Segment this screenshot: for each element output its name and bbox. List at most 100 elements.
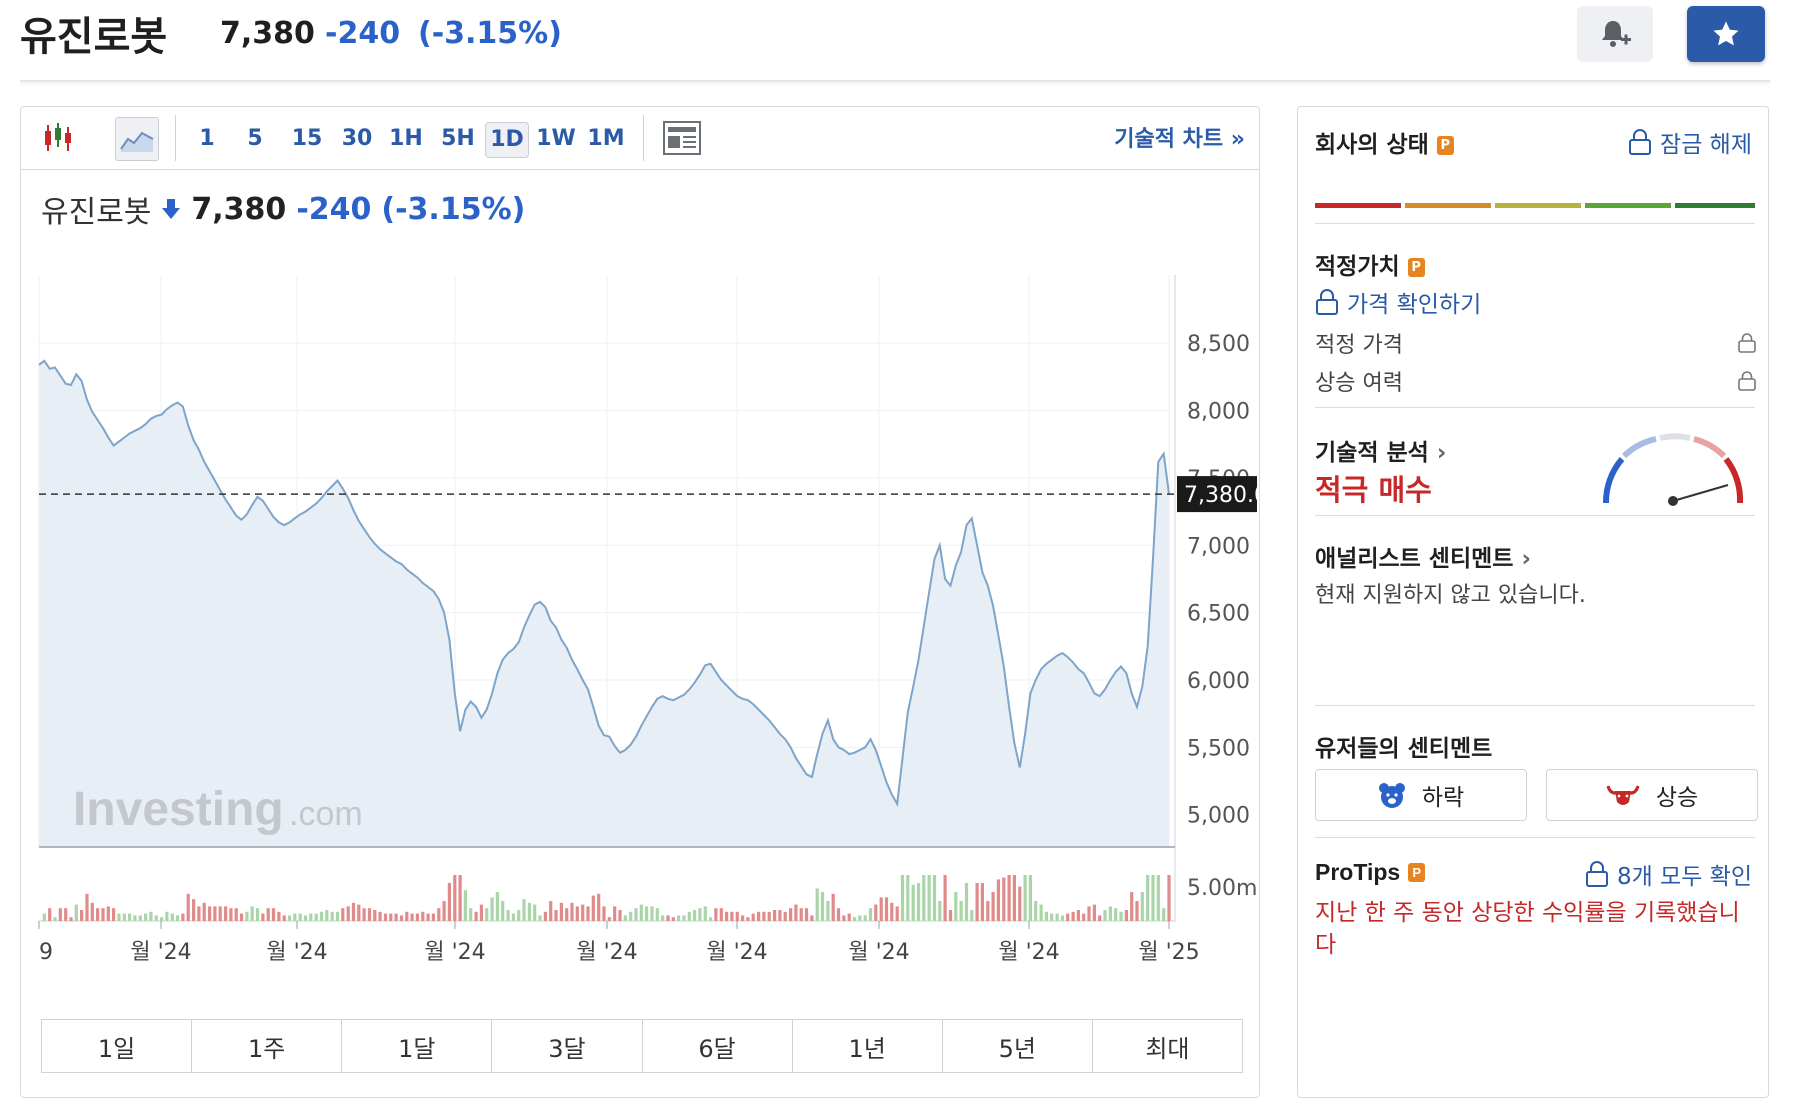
tech-analysis-link[interactable]: 기술적 분석 › bbox=[1315, 440, 1447, 466]
volume-bar bbox=[58, 908, 62, 921]
volume-bar bbox=[309, 913, 313, 921]
legend-price: 7,380 bbox=[191, 191, 287, 227]
analyst-sentiment-link[interactable]: 애널리스트 센티멘트 › bbox=[1315, 546, 1531, 572]
volume-bar bbox=[746, 917, 750, 921]
volume-bar bbox=[970, 910, 974, 921]
volume-bar bbox=[836, 908, 841, 921]
interval-15m[interactable]: 15 bbox=[291, 126, 323, 151]
volume-bar bbox=[581, 904, 585, 921]
volume-bar bbox=[277, 911, 281, 921]
section-divider bbox=[1315, 705, 1755, 706]
volume-bar bbox=[245, 911, 249, 921]
health-bar-segment bbox=[1585, 203, 1671, 208]
range-max[interactable]: 최대 bbox=[1145, 1034, 1190, 1063]
volume-bar bbox=[932, 875, 937, 921]
interval-1w[interactable]: 1W bbox=[536, 126, 576, 151]
chevron-right-icon: › bbox=[1521, 546, 1531, 572]
range-1y[interactable]: 1년 bbox=[793, 1020, 943, 1072]
range-5y[interactable]: 5년 bbox=[943, 1020, 1093, 1072]
interval-5h[interactable]: 5H bbox=[441, 126, 475, 151]
range-1w[interactable]: 1주 bbox=[192, 1020, 343, 1072]
volume-bar bbox=[1044, 911, 1048, 921]
volume-bar bbox=[378, 911, 382, 921]
section-divider bbox=[1315, 515, 1755, 516]
interval-1h[interactable]: 1H bbox=[389, 126, 423, 151]
volume-bar bbox=[938, 901, 942, 921]
range-3mo[interactable]: 3달 bbox=[492, 1020, 643, 1072]
current-price-tag bbox=[1177, 476, 1257, 513]
volume-bar bbox=[778, 910, 782, 921]
interval-1d[interactable]: 1D bbox=[485, 122, 529, 158]
add-alert-button[interactable] bbox=[1577, 6, 1653, 62]
volume-bar bbox=[53, 917, 57, 921]
volume-bar bbox=[234, 908, 238, 921]
range-6mo[interactable]: 6달 bbox=[643, 1020, 793, 1072]
volume-bar bbox=[341, 908, 345, 921]
pro-badge-icon: P bbox=[1408, 863, 1426, 882]
volume-bar bbox=[133, 915, 137, 921]
volume-bar bbox=[394, 913, 398, 921]
chevron-right-icon: › bbox=[1436, 440, 1447, 466]
company-status-title: 회사의 상태 P bbox=[1315, 125, 1454, 159]
volume-bar bbox=[282, 915, 286, 921]
news-layout-button[interactable] bbox=[661, 117, 703, 159]
interval-30m[interactable]: 30 bbox=[341, 126, 373, 151]
check-price-link[interactable]: 가격 확인하기 bbox=[1315, 285, 1481, 319]
y-tick-label: 5,500 bbox=[1187, 736, 1250, 761]
volume-bar bbox=[554, 910, 558, 921]
bearish-vote-button[interactable]: 하락 bbox=[1315, 769, 1527, 821]
legend-change-percent: (-3.15%) bbox=[381, 191, 526, 227]
volume-bar bbox=[218, 906, 222, 921]
volume-bar bbox=[154, 915, 158, 921]
volume-bar bbox=[1034, 901, 1038, 921]
volume-bar bbox=[1002, 877, 1006, 921]
watchlist-star-button[interactable] bbox=[1687, 6, 1765, 62]
volume-bar bbox=[597, 893, 601, 921]
volume-bar bbox=[117, 913, 121, 921]
bear-icon bbox=[1378, 783, 1405, 808]
volume-bar bbox=[1007, 875, 1011, 921]
volume-bar bbox=[186, 893, 190, 921]
volume-bar bbox=[703, 906, 707, 921]
protip-text: 지난 한 주 동안 상당한 수익률을 기록했습니다 bbox=[1315, 900, 1740, 958]
y-tick-label: 8,000 bbox=[1187, 400, 1250, 425]
x-tick-label: 월 '24 bbox=[424, 940, 485, 965]
unlock-button[interactable]: 잠금 해제 bbox=[1628, 125, 1752, 159]
volume-bar bbox=[868, 908, 873, 921]
price-chart[interactable]: 8,5008,0007,5007,0006,5006,0005,5005,000… bbox=[21, 257, 1257, 977]
range-1d[interactable]: 1일 bbox=[42, 1020, 193, 1072]
x-tick-label: 9 bbox=[39, 940, 53, 965]
volume-bar bbox=[522, 899, 526, 921]
volume-bar bbox=[271, 908, 276, 921]
volume-bar bbox=[495, 892, 499, 921]
health-bar-segment bbox=[1315, 203, 1401, 208]
bell-plus-icon bbox=[1602, 21, 1631, 47]
candlestick-chart-button[interactable] bbox=[37, 117, 79, 159]
volume-bar bbox=[714, 908, 718, 921]
legend-stock-name: 유진로봇 bbox=[41, 195, 152, 230]
fair-value-title: 적정가치 P bbox=[1315, 247, 1425, 281]
interval-1mo[interactable]: 1M bbox=[587, 126, 625, 151]
area-chart-button[interactable] bbox=[115, 117, 159, 161]
interval-5m[interactable]: 5 bbox=[247, 126, 263, 151]
volume-bar bbox=[820, 892, 825, 921]
technical-chart-link[interactable]: 기술적 차트 » bbox=[1114, 127, 1245, 152]
volume-bar bbox=[927, 875, 931, 921]
volume-bar bbox=[517, 910, 521, 921]
volume-bar bbox=[874, 904, 878, 921]
volume-bar bbox=[197, 906, 201, 921]
volume-bar bbox=[405, 911, 409, 921]
volume-bar bbox=[980, 883, 984, 921]
volume-bar bbox=[287, 915, 292, 921]
interval-1m[interactable]: 1 bbox=[199, 126, 215, 151]
protips-view-all-link[interactable]: 8개 모두 확인 bbox=[1585, 857, 1752, 891]
volume-bar bbox=[991, 892, 995, 921]
range-1mo[interactable]: 1달 bbox=[342, 1020, 493, 1072]
analyst-note: 현재 지원하지 않고 있습니다. bbox=[1315, 583, 1586, 608]
volume-bar bbox=[1162, 908, 1166, 921]
volume-bar bbox=[389, 913, 393, 921]
bullish-vote-button[interactable]: 상승 bbox=[1546, 769, 1758, 821]
fair-price-label: 적정 가격 bbox=[1315, 333, 1403, 358]
lock-icon bbox=[1316, 289, 1338, 315]
volume-bar bbox=[453, 875, 457, 921]
